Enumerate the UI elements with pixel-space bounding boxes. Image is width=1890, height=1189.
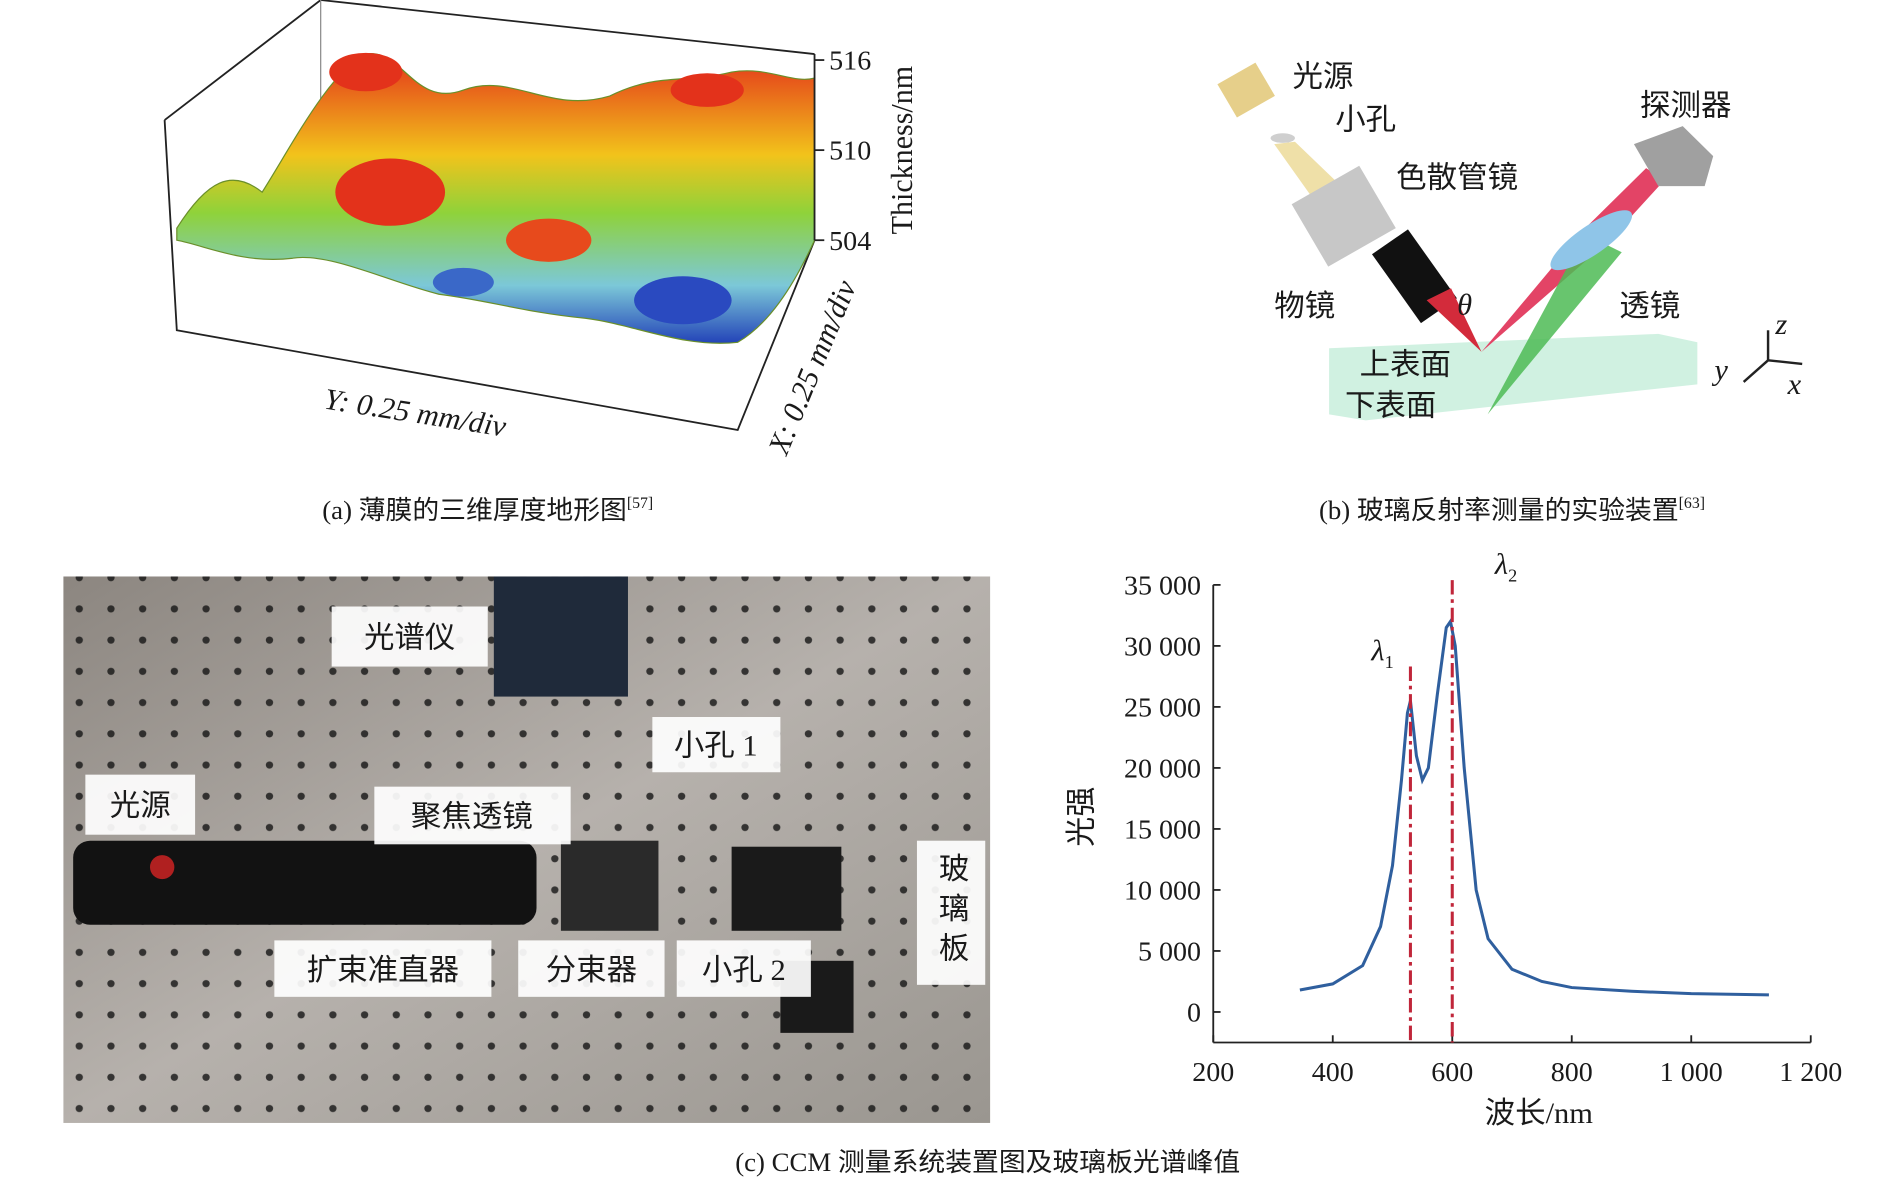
y-tick-label: 15 000 xyxy=(1124,815,1201,846)
photo-label: 聚焦透镜 xyxy=(411,800,533,834)
x-arrow xyxy=(1767,359,1803,366)
spectrum-chart: 光强 波长/nm 0 5 000 10 000 15 000 20 000 25 000 3… xyxy=(1064,547,1842,1130)
y-tick-label: 35 000 xyxy=(1124,571,1201,602)
lens xyxy=(1550,210,1633,271)
label: 下表面 xyxy=(1345,389,1436,423)
label: 探测器 xyxy=(1640,89,1731,123)
photo-label: 光源 xyxy=(110,789,171,823)
surface-peak xyxy=(670,73,744,107)
peak-subscript: 2 xyxy=(1508,565,1517,585)
label: 光源 xyxy=(1293,60,1354,94)
label: x xyxy=(1787,367,1802,401)
panel-a: Thickness/nm Y: 0.25 mm/div X: 0.25 mm/d… xyxy=(163,0,919,525)
dispersive-lens xyxy=(1291,165,1396,267)
caption-text: (b) 玻璃反射率测量的实验装置 xyxy=(1319,495,1679,525)
label-box xyxy=(652,717,781,773)
label: θ xyxy=(1457,288,1472,322)
mount xyxy=(731,846,842,931)
box-edge xyxy=(163,120,816,431)
label: 物镜 xyxy=(1274,289,1335,323)
beam-expander xyxy=(73,840,537,925)
photo-label: 光谱仪 xyxy=(364,621,455,655)
z-tick-label: 504 xyxy=(829,226,871,257)
label: 透镜 xyxy=(1619,289,1680,323)
label: 上表面 xyxy=(1360,348,1451,382)
z-tick-label: 510 xyxy=(829,136,871,167)
surface-peak xyxy=(335,158,446,226)
surface-valley xyxy=(432,267,494,297)
caption-c: (c) CCM 测量系统装置图及玻璃板光谱峰值 xyxy=(735,1147,1240,1177)
photo-label: 小孔 1 xyxy=(674,729,758,763)
pinhole xyxy=(1270,133,1295,143)
label-box xyxy=(374,786,571,845)
surface-peak xyxy=(329,52,403,92)
y-arrow xyxy=(1742,359,1769,383)
detector xyxy=(1633,126,1714,187)
label: 色散管镜 xyxy=(1396,161,1518,195)
y-tick-label: 20 000 xyxy=(1124,754,1201,785)
label-box xyxy=(274,940,492,997)
label-box xyxy=(85,774,196,835)
peak-label: λ1 xyxy=(1370,634,1393,672)
light-source-cap xyxy=(149,855,175,880)
panel-b: 光源 小孔 色散管镜 物镜 θ 上表面 下表面 探测器 透镜 z y x (b)… xyxy=(1217,60,1803,525)
peak-subscript: 1 xyxy=(1385,652,1394,672)
caption-text: (a) 薄膜的三维厚度地形图 xyxy=(322,495,627,525)
caption-b: (b) 玻璃反射率测量的实验装置[63] xyxy=(1319,495,1705,525)
x-tick-label: 400 xyxy=(1312,1057,1354,1088)
z-axis-label: Thickness/nm xyxy=(885,65,919,234)
label-box xyxy=(676,940,811,997)
surface-peak xyxy=(506,218,592,262)
peak-symbol: λ xyxy=(1494,547,1508,581)
beam-splitter xyxy=(560,840,659,931)
label: z xyxy=(1774,307,1787,341)
y-axis-label: Y: 0.25 mm/div xyxy=(322,382,509,444)
caption-ref: [63] xyxy=(1679,495,1705,512)
label: y xyxy=(1711,353,1728,387)
caption-a: (a) 薄膜的三维厚度地形图[57] xyxy=(322,495,653,525)
photo-label: 玻璃板 xyxy=(934,852,969,971)
peak-symbol: λ xyxy=(1370,634,1384,668)
photo-label: 分束器 xyxy=(546,953,637,987)
label-box xyxy=(916,840,986,985)
y-tick-label: 5 000 xyxy=(1138,937,1201,968)
surface-valley xyxy=(634,276,732,325)
y-tick-label: 10 000 xyxy=(1124,876,1201,907)
box-edge xyxy=(164,0,815,121)
x-tick-label: 1 000 xyxy=(1660,1057,1723,1088)
label-box xyxy=(331,606,488,667)
y-tick-label: 30 000 xyxy=(1124,632,1201,663)
peak-label: λ2 xyxy=(1494,547,1517,585)
panel-c: 光谱仪 小孔 1 光源 聚焦透镜 玻璃板 扩束准直器 分束器 小孔 2 (c) … xyxy=(63,576,1240,1177)
reflected-beam xyxy=(1487,234,1622,415)
spectrometer xyxy=(493,576,628,697)
label: 小孔 xyxy=(1335,103,1396,137)
z-tick-label: 516 xyxy=(829,46,871,77)
x-tick-label: 600 xyxy=(1431,1057,1473,1088)
x-tick-label: 800 xyxy=(1551,1057,1593,1088)
caption-ref: [57] xyxy=(627,495,653,512)
x-tick-label: 1 200 xyxy=(1779,1057,1842,1088)
y-axis-label: 光强 xyxy=(1064,787,1098,847)
y-tick-label: 25 000 xyxy=(1124,693,1201,724)
photo-label: 扩束准直器 xyxy=(307,953,459,987)
y-tick-label: 0 xyxy=(1187,998,1201,1029)
x-axis-label: 波长/nm xyxy=(1485,1096,1594,1130)
x-tick-label: 200 xyxy=(1192,1057,1234,1088)
label-box xyxy=(518,940,665,997)
photo-label: 小孔 2 xyxy=(702,953,786,987)
spectrum-line xyxy=(1299,617,1769,997)
incident-beam xyxy=(1426,288,1482,352)
light-source xyxy=(1217,62,1275,118)
